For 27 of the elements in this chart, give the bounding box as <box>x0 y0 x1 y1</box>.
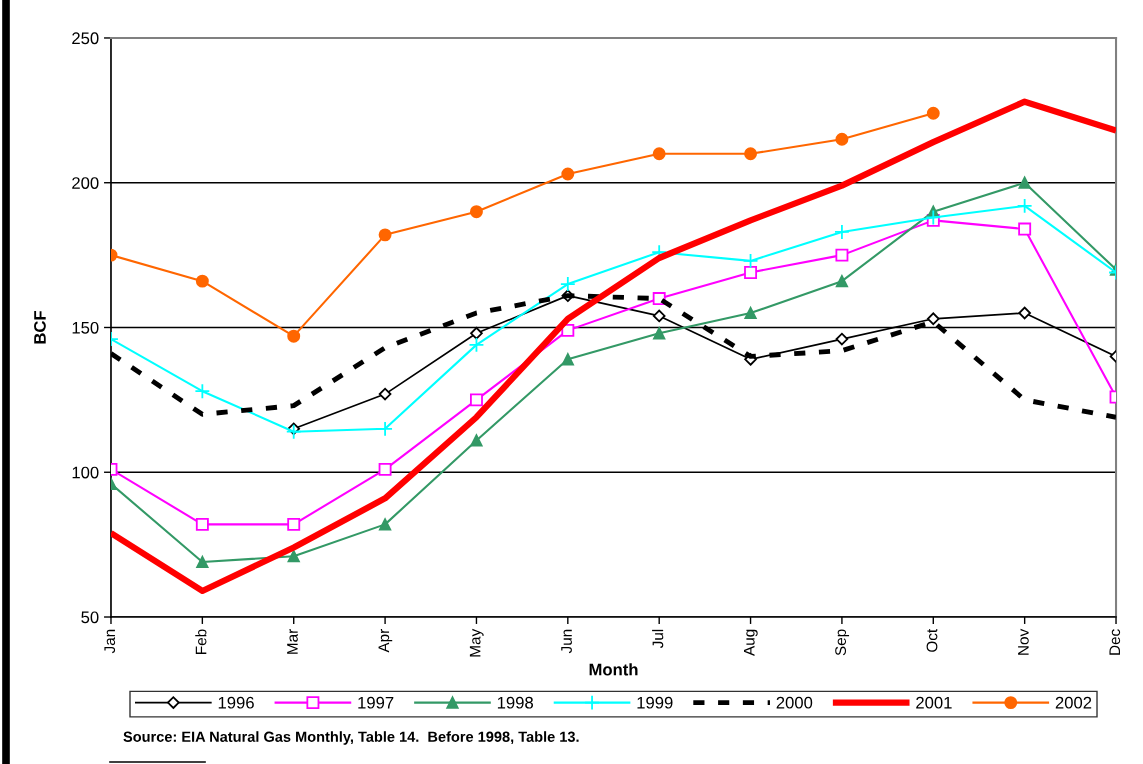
x-tick-label: Sep <box>835 629 850 656</box>
x-tick-label: Nov <box>1018 628 1029 655</box>
y-tick-label: 250 <box>72 32 99 45</box>
x-tick-label: Apr <box>378 629 393 653</box>
x-axis-title: Month <box>589 663 638 676</box>
x-tick-label: Jun <box>561 629 572 654</box>
y-tick-label: 150 <box>72 321 99 334</box>
x-tick-label: Jul <box>652 629 664 649</box>
legend-label: 2000 <box>776 696 813 709</box>
x-tick-label: Jan <box>104 629 116 654</box>
legend-label: 2002 <box>1055 696 1092 709</box>
legend-label: 1999 <box>637 696 673 709</box>
y-tick-label: 200 <box>72 177 99 189</box>
x-tick-label: Oct <box>926 628 938 652</box>
legend-label: 1997 <box>358 696 394 709</box>
x-tick-label: Feb <box>195 629 207 654</box>
x-tick-label: Dec <box>1109 629 1121 655</box>
y-tick-label: 50 <box>81 611 99 624</box>
legend-label: 1996 <box>218 696 254 709</box>
x-tick-label: Aug <box>744 629 758 656</box>
source-note: Source: EIA Natural Gas Monthly, Table 14. Before 1998, Table 13. <box>123 731 579 745</box>
y-axis-title: BCF <box>34 310 46 344</box>
legend-label: 2001 <box>916 696 952 709</box>
y-tick-label: 100 <box>72 466 99 479</box>
x-tick-label: Mar <box>287 629 298 654</box>
legend-label: 1998 <box>497 696 533 709</box>
x-tick-label: May <box>469 628 484 657</box>
